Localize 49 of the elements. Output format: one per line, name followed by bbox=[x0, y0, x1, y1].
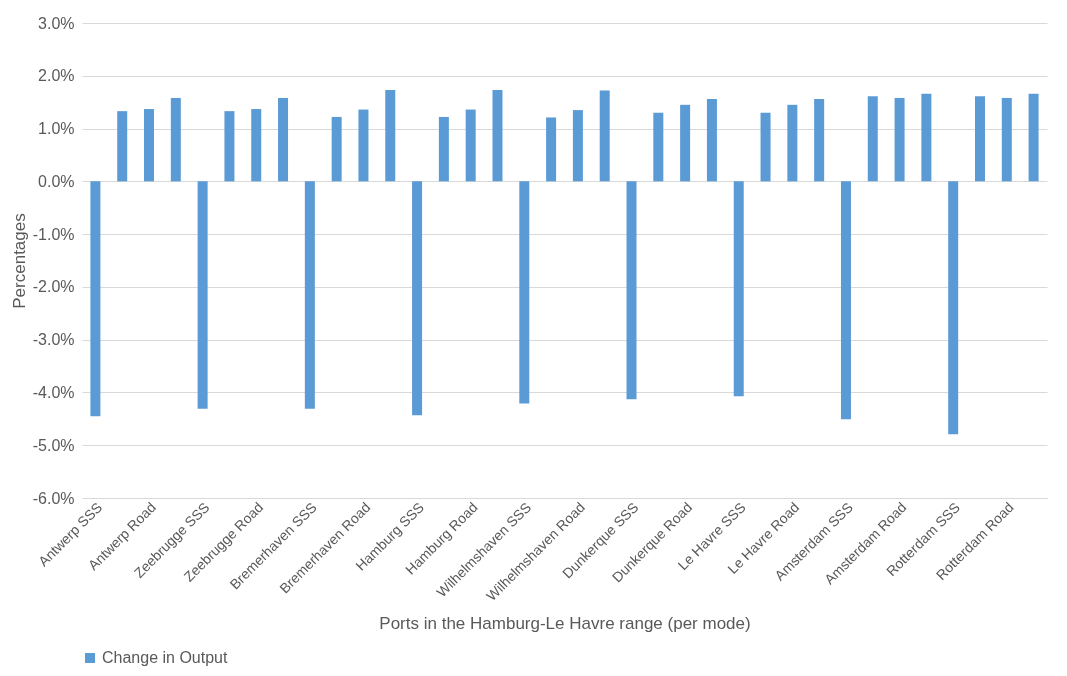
bar bbox=[840, 181, 851, 420]
bar bbox=[519, 181, 530, 404]
bar bbox=[197, 181, 208, 409]
bar bbox=[278, 97, 289, 182]
bar bbox=[626, 181, 637, 400]
bar bbox=[867, 96, 878, 182]
bar bbox=[546, 117, 557, 182]
bar bbox=[170, 97, 181, 182]
bar bbox=[224, 111, 235, 182]
y-tick-label: -3.0% bbox=[32, 331, 75, 349]
bar bbox=[680, 104, 691, 182]
bar bbox=[921, 93, 932, 182]
bar bbox=[331, 116, 342, 182]
bar bbox=[814, 99, 825, 182]
bar bbox=[385, 90, 396, 182]
x-axis-title: Ports in the Hamburg-Le Havre range (per mode) bbox=[379, 613, 751, 633]
bar bbox=[1001, 97, 1012, 182]
bar bbox=[90, 181, 101, 417]
bar bbox=[948, 181, 959, 435]
bar bbox=[438, 116, 449, 182]
y-tick-label: -2.0% bbox=[32, 278, 75, 296]
y-tick-label: 0.0% bbox=[38, 172, 75, 190]
bar bbox=[894, 97, 905, 182]
y-tick-label: -1.0% bbox=[32, 225, 75, 243]
bar bbox=[465, 109, 476, 182]
y-tick-label: 1.0% bbox=[38, 120, 75, 138]
legend-label: Change in Output bbox=[102, 649, 228, 666]
y-tick-label: 3.0% bbox=[38, 14, 75, 32]
bar bbox=[1028, 93, 1039, 182]
bar bbox=[572, 110, 583, 182]
bar bbox=[144, 109, 155, 182]
bar bbox=[706, 99, 717, 182]
bar bbox=[760, 112, 771, 182]
y-axis-title: Percentages bbox=[9, 213, 29, 309]
bar bbox=[599, 90, 610, 182]
bar bbox=[304, 181, 315, 409]
bar bbox=[412, 181, 423, 416]
bar bbox=[733, 181, 744, 397]
bar bbox=[653, 112, 664, 182]
bar bbox=[358, 109, 369, 182]
bar bbox=[117, 111, 128, 182]
bar bbox=[492, 90, 503, 182]
y-tick-label: -5.0% bbox=[32, 436, 75, 454]
bar bbox=[787, 104, 798, 182]
y-tick-label: -6.0% bbox=[32, 489, 75, 507]
bar bbox=[974, 96, 985, 182]
y-tick-label: -4.0% bbox=[32, 383, 75, 401]
bar bbox=[251, 109, 262, 182]
y-tick-label: 2.0% bbox=[38, 67, 75, 85]
